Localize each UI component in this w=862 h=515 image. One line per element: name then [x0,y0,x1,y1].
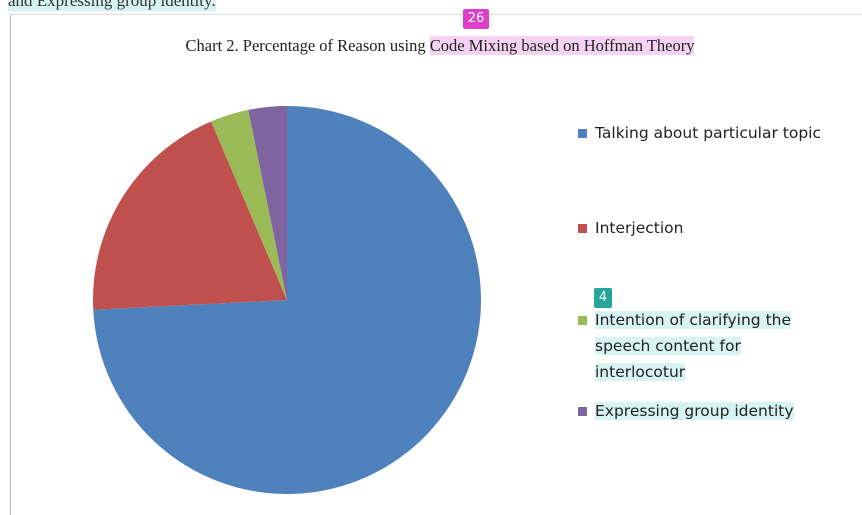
pie-slice [93,121,287,310]
legend-swatch [578,316,587,325]
legend-swatch [578,129,587,138]
pie-slice [211,109,287,301]
badge: 26 [463,9,489,29]
pie-slice [93,106,482,494]
title-highlight: Code Mixing based on Hoffman Theory [429,36,695,55]
badge: 4 [594,288,612,308]
legend-swatch [578,224,587,233]
legend-label: Interjection [595,219,684,237]
legend-item: Expressing group identity [578,398,858,424]
legend-label: Expressing group identity [595,402,794,420]
legend-item: Interjection [578,215,858,241]
title-text: Chart 2. Percentage of Reason using [185,36,426,55]
chart-frame [10,14,862,515]
top-text: and Expressing group identity. [8,0,216,11]
legend-label-box: Expressing group identity [595,398,830,424]
legend-item: Intention of clarifying the speech conte… [578,307,858,385]
legend-label: Talking about particular topic [595,124,821,142]
pie-slice [248,106,287,300]
chart-title: Chart 2. Percentage of Reason using Code… [110,34,770,58]
legend-label-box: Interjection [595,215,830,241]
legend-swatch [578,407,587,416]
legend-label: Intention of clarifying the speech conte… [595,311,792,381]
legend-item: Talking about particular topic [578,120,858,146]
legend-label-box: Talking about particular topic [595,120,830,146]
legend-label-box: Intention of clarifying the speech conte… [595,307,830,385]
